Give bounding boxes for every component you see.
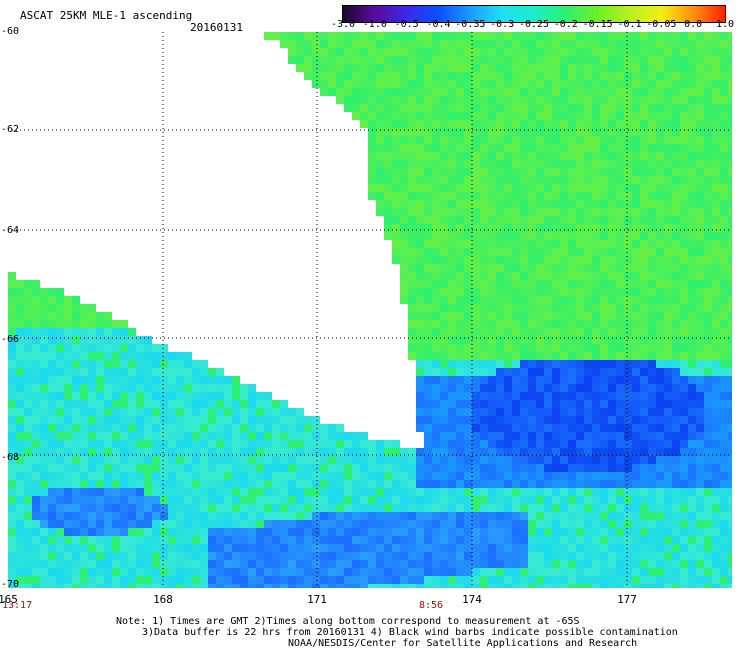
- swath-cells: [8, 32, 732, 588]
- colorbar-tick-label: -3.0: [330, 19, 356, 30]
- lat-label: -64: [1, 225, 20, 236]
- time-label-middle: 8:56: [419, 600, 444, 611]
- map-date: 20160131: [190, 21, 243, 34]
- lon-label: 165: [0, 593, 18, 606]
- colorbar-tick-label: -0.35: [455, 19, 486, 30]
- lat-label: -66: [1, 334, 20, 345]
- lon-label: 168: [153, 593, 173, 606]
- note-line-1: Note: 1) Times are GMT 2)Times along bot…: [116, 616, 580, 627]
- colorbar-tick-label: -0.4: [426, 19, 451, 30]
- lat-label: -68: [1, 452, 20, 463]
- note-line-3: NOAA/NESDIS/Center for Satellite Applica…: [288, 638, 638, 649]
- lon-label: 171: [307, 593, 327, 606]
- colorbar-tick-label: -0.25: [518, 19, 550, 30]
- lon-label: 177: [617, 593, 637, 606]
- lat-label: -62: [1, 124, 20, 135]
- colorbar-tick-label: -0.3: [490, 19, 515, 30]
- colorbar-tick-label: 0.0: [684, 19, 703, 30]
- lon-label: 174: [462, 593, 482, 606]
- map-gridlines: [8, 32, 732, 588]
- colorbar-tick-label: -1.0: [362, 19, 387, 30]
- colorbar-tick-label: -0.5: [394, 19, 419, 30]
- time-label-left: 13:17: [2, 600, 33, 611]
- colorbar-tick-label: -0.05: [646, 19, 677, 30]
- lat-label: -60: [1, 26, 20, 37]
- map-title: ASCAT 25KM MLE-1 ascending: [20, 9, 193, 22]
- swath-plot: [8, 32, 732, 588]
- colorbar-tick-label: -0.15: [582, 19, 613, 30]
- lat-label: -70: [1, 579, 20, 590]
- colorbar-tick-label: -0.2: [553, 19, 578, 30]
- colorbar-tick-label: -0.1: [617, 19, 642, 30]
- colorbar-tick-label: 1.0: [715, 19, 735, 30]
- colorbar: [342, 5, 726, 23]
- note-line-2: 3)Data buffer is 22 hrs from 20160131 4)…: [142, 627, 678, 638]
